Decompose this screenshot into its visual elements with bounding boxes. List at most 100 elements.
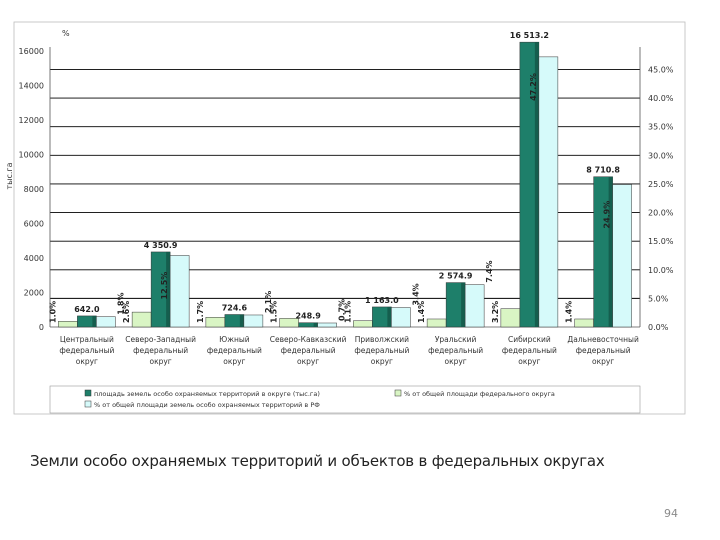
page-number: 94 [664,507,678,520]
category-label: Уральский [435,335,477,344]
left-tick-label: 8000 [24,185,44,194]
category-label: Приволжский [355,335,409,344]
bar-area-shade [313,322,318,327]
slide-caption: Земли особо охраняемых территорий и объе… [30,452,605,470]
area-value-label: 2 574.9 [439,272,473,281]
region-share-label: 1.1% [343,301,352,323]
bar-country-share [243,314,264,328]
legend-swatch [84,389,92,397]
bar-region-share [426,318,447,328]
category-label: округ [223,357,245,366]
bar-region-share [58,321,78,328]
bars [58,41,632,328]
area-value-label: 1 163.0 [365,296,399,305]
country-share-label: 47.2% [529,73,538,101]
country-share-label: 0.7% [338,299,347,321]
right-tick-label: 25.0% [648,180,674,189]
country-share-label: 24.9% [603,201,612,229]
category-label: округ [297,357,319,366]
bar-country-share [391,307,411,328]
region-share-label: 1.4% [417,301,426,323]
legend-label: % от общей площади федерального округа [404,390,555,398]
area-value-label: 642.0 [74,305,100,314]
category-label: округ [444,357,466,366]
legend-label: площадь земель особо охраняемых территор… [94,390,320,398]
data-labels: 642.0 1.0% 1.8% 4 350.9 2.6% 12.5% 724.6 1.7% 2.… [48,31,620,323]
bar-area-shade [239,314,244,327]
right-axis-unit: % [62,29,70,38]
category-label: Южный [219,335,250,344]
bar-area-shade [534,42,539,327]
area-value-label: 724.6 [222,304,248,313]
bar-region-share [500,308,521,328]
category-label: федеральный [502,346,557,355]
bar-area-shade [92,315,97,327]
bar-country-share [464,284,485,328]
legend-swatch [394,389,402,397]
category-label: Северо-Западный [125,335,196,344]
country-share-label: 1.8% [116,293,125,315]
right-tick-label: 5.0% [648,294,669,303]
area-value-label: 16 513.2 [510,31,549,40]
right-tick-label: 40.0% [648,94,674,103]
bar-country-share [538,56,559,328]
right-tick-label: 35.0% [648,123,674,132]
category-label: федеральный [576,346,631,355]
region-share-label: 1.4% [565,301,574,323]
left-tick-label: 12000 [19,116,44,125]
category-label: округ [76,357,98,366]
category-label: Дальневосточный [567,335,639,344]
right-tick-label: 45.0% [648,65,674,74]
axes: 0.0% 5.0% 10.0% 15.0% 20.0% 25.0% 30.0% 35.0% 40… [5,29,674,332]
category-label: федеральный [133,346,188,355]
category-label: федеральный [354,346,409,355]
region-share-label: 1.5% [270,301,279,323]
right-tick-label: 10.0% [648,266,674,275]
country-share-label: 3.4% [411,283,420,305]
bar-country-share [169,255,190,328]
region-share-label: 1.7% [196,301,205,323]
country-share-label: 7.4% [485,260,494,282]
bar-area-shade [461,282,466,327]
legend-swatch [84,400,92,408]
category-label: Северо-Кавказский [270,335,347,344]
bar-country-share [317,322,337,328]
left-tick-label: 16000 [19,47,44,56]
category-label: округ [149,357,171,366]
legend: площадь земель особо охраняемых территор… [49,385,641,414]
right-tick-label: 15.0% [648,237,674,246]
bar-area-shade [387,306,392,327]
legend-box [49,385,641,414]
bar-country-share [96,316,116,328]
left-tick-label: 6000 [24,220,44,229]
bar-region-share [574,318,594,328]
left-tick-label: 0 [39,323,44,332]
area-value-label: 8 710.8 [586,166,620,175]
left-axis-unit: тыс.га [5,162,14,189]
bar-area-shade [608,176,613,327]
bar-country-share [612,184,632,328]
category-label: Сибирский [508,335,551,344]
chart-area-border [13,21,686,415]
area-value-label: 4 350.9 [144,241,178,250]
bar-area-shade [166,251,171,327]
country-share-label: 12.5% [160,272,169,300]
bar-region-share [205,317,226,328]
category-label: округ [371,357,393,366]
category-label: округ [592,357,614,366]
bar-region-share [131,311,152,328]
left-tick-label: 10000 [19,151,44,160]
right-tick-label: 30.0% [648,151,674,160]
category-labels: Центральный федеральный округ Северо-Западн… [59,335,639,366]
category-label: федеральный [207,346,262,355]
region-share-label: 2.6% [122,301,131,323]
right-tick-label: 20.0% [648,209,674,218]
region-share-label: 3.2% [491,301,500,323]
left-tick-label: 2000 [24,289,44,298]
left-tick-label: 14000 [19,82,44,91]
category-label: округ [518,357,540,366]
area-value-label: 248.9 [295,312,321,321]
right-tick-label: 0.0% [648,323,669,332]
